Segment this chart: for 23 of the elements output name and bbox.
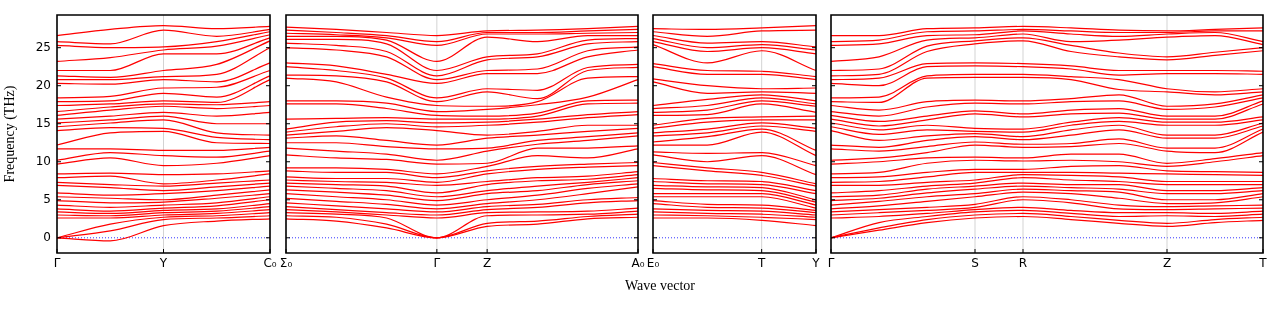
x-tick-label: Σ₀ <box>279 256 293 271</box>
y-tick-label: 5 <box>43 191 51 206</box>
x-tick-label: Z <box>1162 256 1172 271</box>
y-tick-label: 15 <box>35 115 51 130</box>
x-tick-label: T <box>1258 256 1268 271</box>
y-tick-label: 25 <box>35 39 51 54</box>
x-tick-label: S <box>971 256 979 271</box>
x-tick-label: Γ <box>827 256 835 271</box>
y-tick-label: 10 <box>35 153 51 168</box>
x-tick-label: Y <box>158 256 168 271</box>
x-tick-label: R <box>1018 256 1028 271</box>
y-tick-label: 0 <box>43 229 51 244</box>
x-axis-title: Wave vector <box>625 278 695 294</box>
y-tick-label: 20 <box>35 77 51 92</box>
x-tick-label: C₀ <box>263 256 277 271</box>
x-tick-label: Y <box>811 256 821 271</box>
x-tick-label: Z <box>483 256 492 271</box>
x-tick-label: A₀ <box>631 256 645 271</box>
x-tick-label: Γ <box>433 256 441 271</box>
x-tick-label: Γ <box>53 256 61 271</box>
x-tick-label: E₀ <box>646 256 660 271</box>
y-axis-title: Frequency (THz) <box>2 85 19 183</box>
x-tick-label: T <box>756 256 766 271</box>
